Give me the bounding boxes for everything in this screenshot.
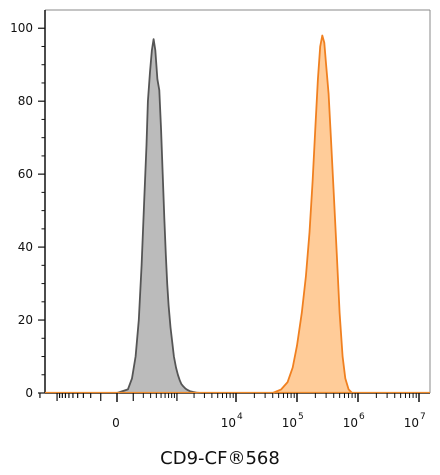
x-tick-exponent: 7 bbox=[420, 412, 426, 422]
x-tick-label: 10 bbox=[343, 416, 358, 430]
x-axis-label: CD9-CF®568 bbox=[160, 448, 280, 469]
series-1-line bbox=[116, 38, 201, 394]
y-tick-label: 100 bbox=[10, 21, 33, 35]
y-tick-label: 60 bbox=[18, 167, 33, 181]
y-tick-label: 20 bbox=[18, 313, 33, 327]
x-tick-label: 0 bbox=[112, 416, 120, 430]
series-2-line bbox=[272, 34, 353, 394]
y-tick-label: 80 bbox=[18, 94, 33, 108]
x-tick-label: 10 bbox=[221, 416, 236, 430]
x-tick-exponent: 6 bbox=[359, 412, 365, 422]
y-tick-label: 0 bbox=[25, 386, 33, 400]
series-1-area bbox=[117, 39, 201, 393]
x-tick-exponent: 4 bbox=[237, 412, 243, 422]
y-tick-label: 40 bbox=[18, 240, 33, 254]
series-2-area bbox=[272, 35, 353, 393]
x-tick-label: 10 bbox=[404, 416, 419, 430]
x-tick-label: 10 bbox=[282, 416, 297, 430]
x-tick-exponent: 5 bbox=[298, 412, 304, 422]
